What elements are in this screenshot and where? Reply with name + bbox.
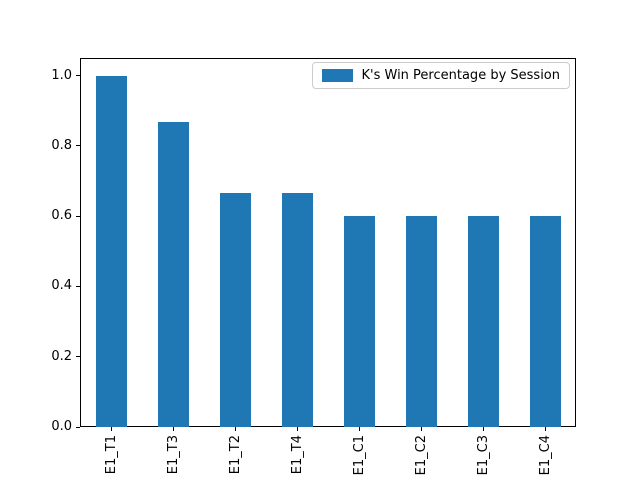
bar [95,75,127,427]
x-tick-mark [544,427,546,431]
x-tick-mark [110,427,112,431]
y-tick-mark [76,75,80,77]
x-tick-label: E1_C3 [476,435,491,476]
y-tick-mark [76,145,80,147]
y-tick-mark [76,215,80,217]
legend: K's Win Percentage by Session [311,62,570,89]
y-tick-label: 0.6 [51,208,72,224]
plot-area [80,58,576,427]
y-tick-label: 1.0 [51,67,72,83]
y-tick-mark [76,426,80,428]
x-tick-mark [420,427,422,431]
x-tick-label: E1_T4 [290,435,305,475]
x-tick-mark [234,427,236,431]
x-tick-label: E1_T2 [228,435,243,475]
bar [467,216,499,427]
x-tick-mark [172,427,174,431]
x-tick-label: E1_C1 [352,435,367,476]
bar [219,192,251,427]
x-tick-label: E1_C4 [538,435,553,476]
legend-swatch [321,69,353,82]
bar [281,192,313,427]
y-tick-label: 0.0 [51,419,72,434]
x-tick-label: E1_T3 [166,435,181,475]
y-tick-label: 0.8 [51,137,72,153]
x-tick-label: E1_C2 [414,435,429,476]
y-tick-label: 0.4 [51,278,72,294]
legend-label: K's Win Percentage by Session [361,68,561,83]
y-tick-label: 0.2 [51,348,72,364]
x-tick-mark [358,427,360,431]
x-tick-label: E1_T1 [104,435,119,475]
x-tick-mark [296,427,298,431]
y-tick-mark [76,285,80,287]
y-tick-mark [76,356,80,358]
bar [529,216,561,427]
bar [157,122,189,427]
bar [405,216,437,427]
bar [343,216,375,427]
x-tick-mark [482,427,484,431]
